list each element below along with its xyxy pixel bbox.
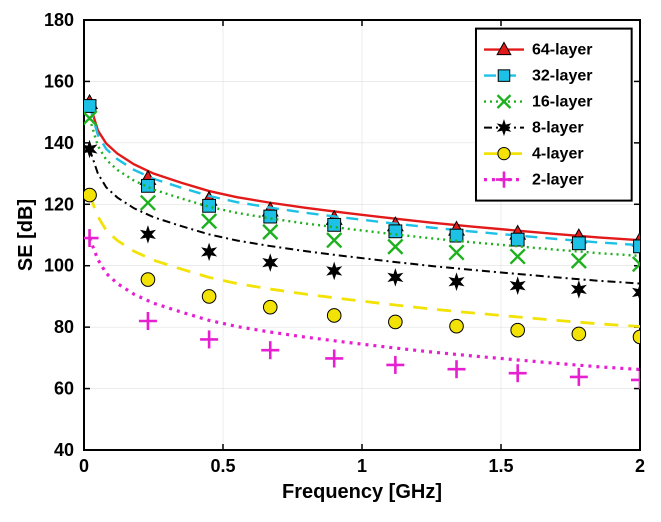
x-tick-label: 0 [79,456,89,476]
legend-label: 32-layer [532,68,593,85]
se-vs-frequency-chart: 0 0.5 1 1.5 2 40 60 80 100 120 140 160 180 Frequency … [0,0,661,522]
legend-label: 64-layer [532,42,593,59]
y-tick-label: 160 [44,71,74,91]
y-tick-label: 180 [44,10,74,30]
y-tick-label: 100 [44,256,74,276]
legend: 64-layer 32-layer 16-layer 8-layer 4-layer 2-… [476,29,632,201]
y-tick-label: 40 [54,440,74,460]
y-axis-label: SE [dB] [15,199,37,271]
y-tick-label: 120 [44,194,74,214]
y-tick-label: 80 [54,317,74,337]
chart-svg: 0 0.5 1 1.5 2 40 60 80 100 120 140 160 180 Frequency … [0,0,661,522]
legend-label: 4-layer [532,146,584,163]
x-tick-label: 1 [357,456,367,476]
x-tick-label: 2 [635,456,645,476]
legend-label: 2-layer [532,172,584,189]
x-axis-label: Frequency [GHz] [282,481,442,503]
y-tick-label: 60 [54,379,74,399]
x-tick-label: 0.5 [210,456,235,476]
legend-label: 16-layer [532,94,593,111]
x-tick-label: 1.5 [488,456,513,476]
y-tick-label: 140 [44,133,74,153]
legend-label: 8-layer [532,120,584,137]
